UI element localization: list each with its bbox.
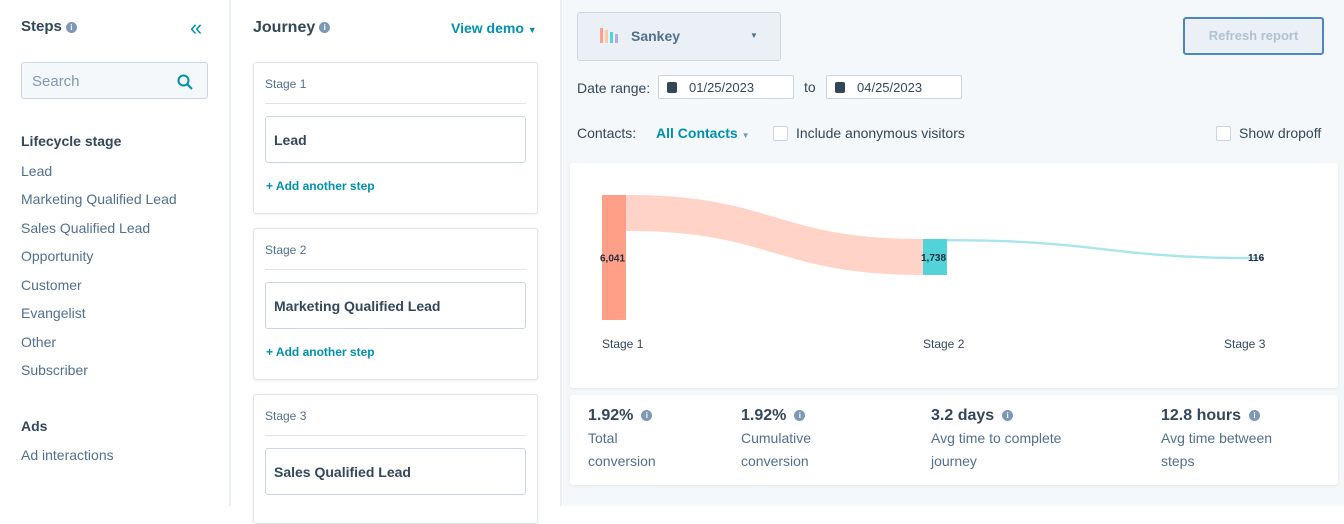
- stage-label: Stage 3: [265, 409, 307, 423]
- caret-down-icon: ▼: [750, 31, 758, 40]
- caret-down-icon: ▼: [527, 25, 537, 35]
- stat-value: 12.8 hours: [1161, 407, 1242, 424]
- steps-panel: Steps i « Search Lifecycle stage Lead Mar…: [0, 0, 231, 506]
- caret-down-icon: ▼: [741, 131, 750, 140]
- checkbox-icon[interactable]: [773, 126, 788, 141]
- sankey-stage-label: Stage 3: [1224, 337, 1266, 351]
- stage-label: Stage 1: [265, 77, 307, 91]
- search-input[interactable]: Search: [21, 62, 208, 99]
- view-demo-label: View demo: [451, 20, 524, 36]
- step-item-mql[interactable]: Marketing Qualified Lead: [21, 191, 177, 207]
- stat-avg-time-steps: 12.8 hours i Avg time between steps: [1161, 407, 1286, 473]
- add-step-label: Add another step: [275, 179, 375, 193]
- stage-step[interactable]: Lead: [265, 116, 526, 163]
- stage-step[interactable]: Sales Qualified Lead: [265, 448, 526, 495]
- stage-card-3: Stage 3 Sales Qualified Lead: [253, 394, 538, 524]
- search-icon[interactable]: [177, 74, 193, 90]
- stage-card-2: Stage 2 Marketing Qualified Lead + Add ano…: [253, 228, 538, 380]
- date-to-input[interactable]: 04/25/2023: [826, 75, 962, 99]
- show-dropoff-checkbox[interactable]: Show dropoff: [1216, 125, 1321, 141]
- stat-label: Avg time between steps: [1161, 430, 1273, 469]
- stat-cumulative-conversion: 1.92% i Cumulative conversion: [741, 407, 831, 473]
- step-item-customer[interactable]: Customer: [21, 277, 82, 293]
- date-range-label: Date range:: [577, 80, 651, 96]
- chart-type-value: Sankey: [631, 28, 681, 44]
- step-item-lead[interactable]: Lead: [21, 163, 53, 179]
- stat-value: 1.92%: [588, 407, 634, 424]
- stat-value: 3.2 days: [931, 407, 995, 424]
- contacts-dropdown[interactable]: All Contacts ▼: [656, 125, 750, 141]
- view-demo-button[interactable]: View demo ▼: [451, 20, 537, 36]
- step-item-other[interactable]: Other: [21, 334, 57, 350]
- section-ads: Ads: [21, 418, 48, 434]
- stat-label: Total conversion: [588, 430, 656, 469]
- contacts-value: All Contacts: [656, 125, 738, 141]
- sankey-node-value: 116: [1248, 253, 1265, 264]
- info-icon[interactable]: i: [65, 21, 77, 33]
- journey-title-text: Journey: [253, 19, 316, 36]
- plus-icon: +: [266, 345, 274, 359]
- journey-panel: Journey i View demo ▼ Stage 1 Lead + Add an…: [232, 0, 562, 524]
- to-label: to: [804, 79, 816, 95]
- journey-title: Journey i: [253, 19, 331, 37]
- stat-label: Avg time to complete journey: [931, 430, 1062, 469]
- refresh-report-button[interactable]: Refresh report: [1183, 17, 1324, 55]
- stats-card: 1.92% i Total conversion 1.92% i Cumulative …: [570, 395, 1338, 485]
- info-icon[interactable]: i: [794, 410, 806, 422]
- calendar-icon: [835, 82, 845, 93]
- search-placeholder: Search: [32, 73, 80, 90]
- sankey-stage-label: Stage 2: [923, 337, 965, 351]
- calendar-icon: [667, 82, 677, 93]
- stat-value: 1.92%: [741, 407, 787, 424]
- add-step-label: Add another step: [275, 345, 375, 359]
- sankey-node-2: [923, 239, 947, 275]
- plus-icon: +: [266, 179, 274, 193]
- stage-step[interactable]: Marketing Qualified Lead: [265, 282, 526, 329]
- info-icon[interactable]: i: [1002, 410, 1014, 422]
- checkbox-icon[interactable]: [1216, 126, 1231, 141]
- sankey-stage-label: Stage 1: [602, 337, 644, 351]
- contacts-label: Contacts:: [577, 125, 637, 141]
- sankey-node-value: 6,041: [600, 254, 625, 265]
- step-item-evangelist[interactable]: Evangelist: [21, 305, 86, 321]
- report-panel: Sankey ▼ Refresh report Date range: 01/2…: [563, 0, 1344, 506]
- step-item-sql[interactable]: Sales Qualified Lead: [21, 220, 151, 236]
- sankey-node-3: [1260, 257, 1264, 260]
- stat-total-conversion: 1.92% i Total conversion: [588, 407, 668, 473]
- collapse-chevrons-icon[interactable]: «: [190, 15, 203, 40]
- steps-title-text: Steps: [21, 18, 62, 35]
- step-item-subscriber[interactable]: Subscriber: [21, 362, 88, 378]
- date-to-value: 04/25/2023: [857, 80, 923, 95]
- info-icon[interactable]: i: [1249, 410, 1261, 422]
- add-step-button[interactable]: + Add another step: [266, 179, 375, 193]
- sankey-link-2: [947, 239, 1260, 260]
- sankey-chart: 6,041 Stage 1 1,738 Stage 2 116 Stage 3: [600, 195, 1266, 351]
- show-dropoff-label: Show dropoff: [1239, 125, 1322, 141]
- section-lifecycle-stage: Lifecycle stage: [21, 133, 122, 149]
- sankey-node-1: [602, 195, 626, 320]
- add-step-button[interactable]: + Add another step: [266, 345, 375, 359]
- stat-avg-time-journey: 3.2 days i Avg time to complete journey: [931, 407, 1081, 473]
- include-anonymous-label: Include anonymous visitors: [796, 125, 965, 141]
- stage-label: Stage 2: [265, 243, 307, 257]
- sankey-chart-card: 6,041 Stage 1 1,738 Stage 2 116 Stage 3: [570, 163, 1338, 388]
- sankey-link-1: [626, 195, 923, 275]
- stage-card-1: Stage 1 Lead + Add another step: [253, 62, 538, 214]
- sankey-chart-icon: [600, 28, 618, 43]
- stat-label: Cumulative conversion: [741, 430, 812, 469]
- step-item-ad-interactions[interactable]: Ad interactions: [21, 447, 114, 463]
- sankey-node-value: 1,738: [921, 253, 946, 264]
- step-item-opportunity[interactable]: Opportunity: [21, 248, 94, 264]
- chart-type-dropdown[interactable]: Sankey ▼: [577, 12, 781, 61]
- date-from-input[interactable]: 01/25/2023: [658, 75, 794, 99]
- info-icon[interactable]: i: [319, 22, 331, 34]
- steps-title: Steps i: [21, 18, 77, 35]
- info-icon[interactable]: i: [641, 410, 653, 422]
- date-from-value: 01/25/2023: [689, 80, 755, 95]
- include-anonymous-checkbox[interactable]: Include anonymous visitors: [773, 125, 965, 141]
